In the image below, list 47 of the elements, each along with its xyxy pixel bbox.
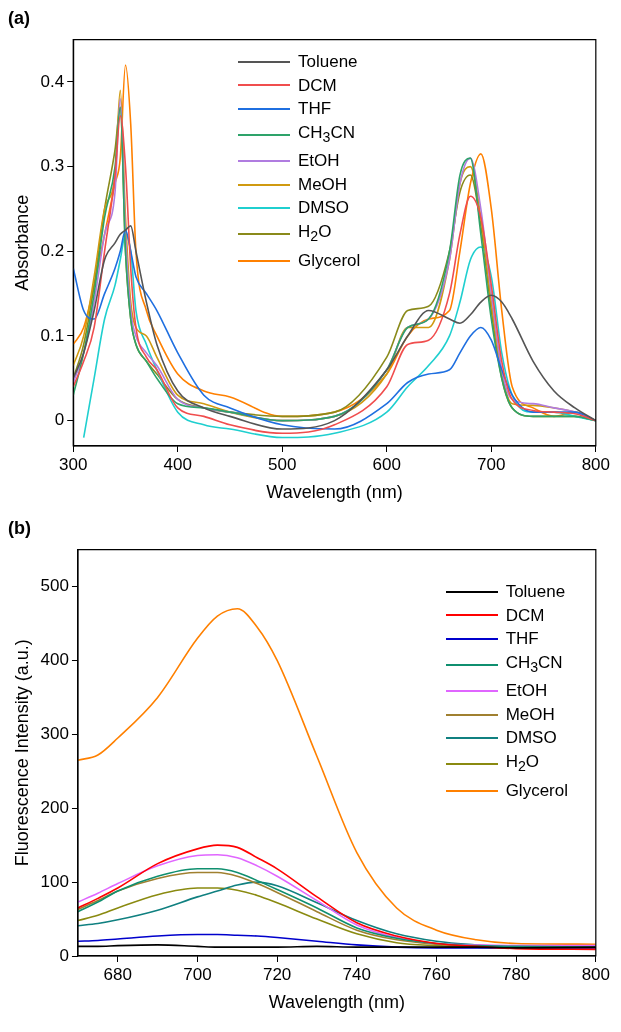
legend-label: MeOH bbox=[505, 703, 555, 726]
legend-label: DCM bbox=[298, 74, 337, 97]
x-tick-label: 780 bbox=[501, 964, 531, 984]
legend-label: CH$_{3}$CN bbox=[298, 121, 355, 147]
legend-label: H$_{2}$O bbox=[505, 750, 540, 777]
legend-label: DCM bbox=[505, 604, 545, 627]
x-tick-label: 800 bbox=[581, 964, 611, 984]
x-tick-label: 680 bbox=[103, 964, 132, 984]
y-tick-label: 100 bbox=[40, 871, 69, 891]
y-tick-label: 0 bbox=[59, 945, 69, 965]
y-tick-label: 0.3 bbox=[40, 156, 65, 176]
legend-label: THF bbox=[298, 98, 332, 120]
x-tick-label: 720 bbox=[262, 964, 292, 984]
y-tick-label: 300 bbox=[40, 724, 69, 744]
legend-label: DMSO bbox=[298, 197, 349, 220]
legend-label: Toluene bbox=[505, 581, 566, 603]
x-tick-label: 740 bbox=[342, 964, 371, 984]
y-tick-label: 200 bbox=[40, 797, 69, 817]
x-tick-label: 500 bbox=[268, 454, 297, 474]
legend-label: Toluene bbox=[298, 51, 358, 73]
y-tick-label: 400 bbox=[40, 650, 69, 670]
chart-title: (b) bbox=[8, 517, 31, 538]
x-tick-label: 800 bbox=[581, 454, 611, 474]
y-axis-title: Fluorescence Intensity (a.u.) bbox=[11, 639, 32, 867]
x-tick-label: 760 bbox=[422, 964, 451, 984]
legend-label: MeOH bbox=[298, 173, 348, 196]
legend-label: THF bbox=[505, 628, 539, 650]
y-tick-label: 0.1 bbox=[40, 325, 65, 345]
y-tick-label: 0.4 bbox=[40, 71, 65, 91]
x-axis-title: Wavelength (nm) bbox=[268, 992, 406, 1013]
y-tick-label: 500 bbox=[40, 576, 69, 596]
legend-label: Glycerol bbox=[298, 249, 361, 272]
legend-label: EtOH bbox=[298, 150, 340, 173]
legend-label: Glycerol bbox=[505, 779, 568, 802]
x-axis-title: Wavelength (nm) bbox=[266, 482, 403, 503]
legend-label: CH$_{3}$CN bbox=[505, 651, 563, 677]
y-tick-label: 0 bbox=[54, 410, 65, 430]
x-tick-label: 600 bbox=[372, 454, 401, 474]
x-tick-label: 700 bbox=[477, 454, 506, 474]
legend-label: DMSO bbox=[505, 727, 557, 750]
chart-title: (a) bbox=[8, 7, 30, 28]
y-tick-label: 0.2 bbox=[40, 240, 65, 260]
legend-label: H$_{2}$O bbox=[298, 220, 332, 247]
x-tick-label: 400 bbox=[163, 454, 192, 474]
y-axis-title: Absorbance bbox=[11, 194, 32, 291]
legend-label: EtOH bbox=[505, 680, 548, 703]
x-tick-label: 700 bbox=[183, 964, 212, 984]
